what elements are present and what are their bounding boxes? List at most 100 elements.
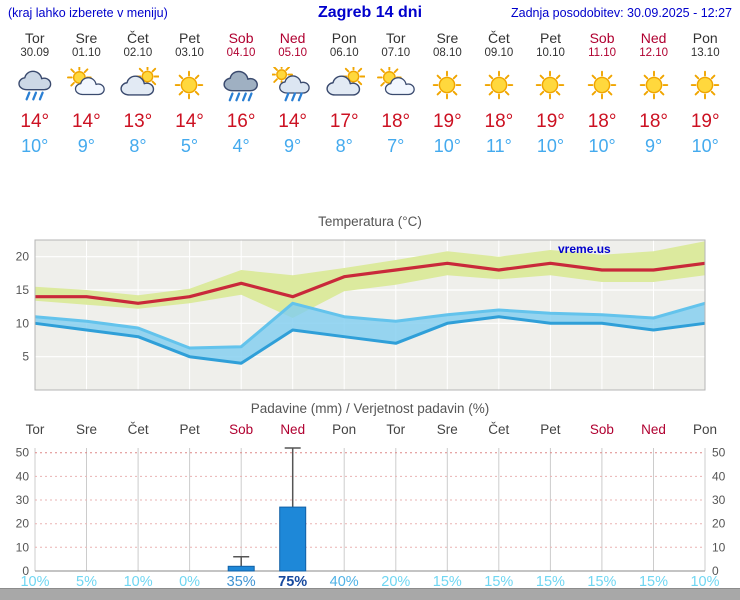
day-high-temp: 18° — [381, 111, 411, 132]
temp-chart-title: Temperatura (°C) — [318, 214, 422, 229]
precip-y-tick-right: 20 — [712, 517, 726, 531]
precip-probability: 5% — [76, 574, 97, 590]
precip-y-tick-left: 30 — [16, 493, 30, 507]
forecast-days-row: Tor 30.09 14° 10° Sre 01.10 14° 9° Čet 02.10 13° 8°… — [9, 30, 731, 157]
day-date: 08.10 — [432, 47, 462, 59]
last-updated: Zadnja posodobitev: 30.09.2025 - 12:27 — [510, 6, 732, 20]
day-low-temp: 10° — [433, 136, 461, 156]
day-low-temp: 7° — [387, 136, 405, 156]
sun-shower-icon — [267, 66, 319, 106]
day-high-temp: 19° — [536, 111, 565, 132]
precip-probability: 35% — [227, 574, 256, 590]
day-name: Tor — [25, 30, 45, 46]
precip-day-label: Pon — [332, 422, 356, 437]
precip-bar — [227, 565, 255, 572]
precip-probability: 15% — [639, 574, 668, 590]
temp-y-tick-label: 10 — [16, 316, 30, 330]
day-name: Ned — [640, 30, 667, 46]
precip-probability: 10% — [124, 574, 153, 590]
horizontal-scrollbar-track[interactable] — [0, 588, 740, 600]
day-low-temp: 4° — [232, 136, 250, 156]
partly-cloudy-icon — [370, 66, 422, 106]
day-low-temp: 10° — [21, 136, 49, 156]
day-name: Pet — [178, 30, 200, 46]
day-column[interactable]: Ned 05.10 14° 9° — [267, 30, 319, 157]
day-low-temp: 5° — [180, 136, 199, 156]
day-column[interactable]: Čet 02.10 13° 8° — [112, 30, 164, 157]
min-temp-upper-line — [34, 301, 706, 350]
max-temp-range-band — [35, 241, 705, 318]
day-column[interactable]: Sob 04.10 16° 4° — [215, 30, 267, 157]
day-column[interactable]: Sre 01.10 14° 9° — [61, 30, 113, 157]
day-low-temp: 10° — [588, 136, 616, 156]
day-date: 30.09 — [20, 47, 50, 59]
day-column[interactable]: Tor 07.10 18° 7° — [370, 30, 422, 157]
precip-probability: 75% — [278, 574, 307, 590]
day-high-temp: 14° — [20, 111, 50, 132]
precipitation-chart: Padavine (mm) / Verjetnost padavin (%) To… — [16, 401, 726, 590]
day-high-temp: 14° — [278, 111, 307, 132]
mostly-cloudy-icon — [112, 66, 164, 106]
precip-day-label: Čet — [488, 422, 509, 437]
day-high-temp: 19° — [432, 111, 462, 132]
day-low-temp: 10° — [691, 136, 719, 156]
precip-y-tick-right: 40 — [712, 469, 726, 483]
precip-probability: 15% — [536, 574, 565, 590]
day-high-temp: 16° — [226, 111, 256, 132]
day-name: Sob — [589, 30, 615, 46]
day-name: Čet — [488, 30, 510, 46]
day-date: 01.10 — [71, 47, 101, 59]
day-name: Sre — [75, 30, 98, 46]
day-high-temp: 14° — [175, 111, 204, 132]
day-low-temp: 9° — [284, 136, 302, 156]
day-column[interactable]: Pet 10.10 19° 10° — [525, 30, 577, 157]
day-date: 10.10 — [536, 47, 565, 59]
partly-cloudy-icon — [61, 66, 113, 106]
day-column[interactable]: Sob 11.10 18° 10° — [576, 30, 628, 157]
day-column[interactable]: Tor 30.09 14° 10° — [9, 30, 61, 157]
day-name: Čet — [127, 30, 149, 46]
precip-y-tick-right: 30 — [712, 493, 726, 507]
sunny-icon — [628, 66, 680, 106]
day-low-temp: 9° — [77, 136, 95, 156]
heavy-rain-icon — [215, 66, 267, 106]
precip-day-label: Pet — [179, 422, 200, 437]
min-temp-line — [34, 315, 706, 365]
precip-y-tick-left: 10 — [16, 540, 30, 554]
day-high-temp: 14° — [71, 111, 101, 132]
precip-probability: 15% — [587, 574, 616, 590]
day-column[interactable]: Pon 13.10 19° 10° — [679, 30, 731, 157]
day-column[interactable]: Pet 03.10 14° 5° — [164, 30, 216, 157]
sunny-icon — [525, 66, 577, 106]
day-name: Ned — [279, 30, 306, 46]
precip-probability: 10% — [690, 574, 719, 590]
day-column[interactable]: Pon 06.10 17° 8° — [318, 30, 370, 157]
precip-day-label: Tor — [386, 422, 405, 437]
precip-day-label: Tor — [26, 422, 45, 437]
sunny-icon — [679, 66, 731, 106]
day-date: 03.10 — [175, 47, 204, 59]
precip-day-label: Sre — [437, 422, 458, 437]
watermark: vreme.us — [558, 242, 611, 256]
precip-day-label: Ned — [280, 422, 305, 437]
day-column[interactable]: Čet 09.10 18° 11° — [473, 30, 525, 157]
day-high-temp: 19° — [690, 111, 720, 132]
day-low-temp: 11° — [485, 136, 512, 156]
precip-bar — [279, 506, 307, 572]
mostly-cloudy-icon — [318, 66, 370, 106]
sunny-icon — [576, 66, 628, 106]
precip-y-tick-left: 50 — [16, 446, 30, 460]
day-high-temp: 18° — [484, 111, 514, 132]
day-column[interactable]: Ned 12.10 18° 9° — [628, 30, 680, 157]
precip-probability: 10% — [20, 574, 49, 590]
day-name: Pon — [692, 30, 718, 46]
location-hint: (kraj lahko izberete v meniju) — [8, 6, 168, 20]
day-low-temp: 9° — [645, 136, 663, 156]
day-date: 06.10 — [329, 47, 359, 59]
day-column[interactable]: Sre 08.10 19° 10° — [422, 30, 474, 157]
day-high-temp: 18° — [587, 111, 617, 132]
day-name: Sre — [436, 30, 459, 46]
precip-probability: 0% — [179, 574, 200, 590]
precip-day-label: Pon — [693, 422, 717, 437]
